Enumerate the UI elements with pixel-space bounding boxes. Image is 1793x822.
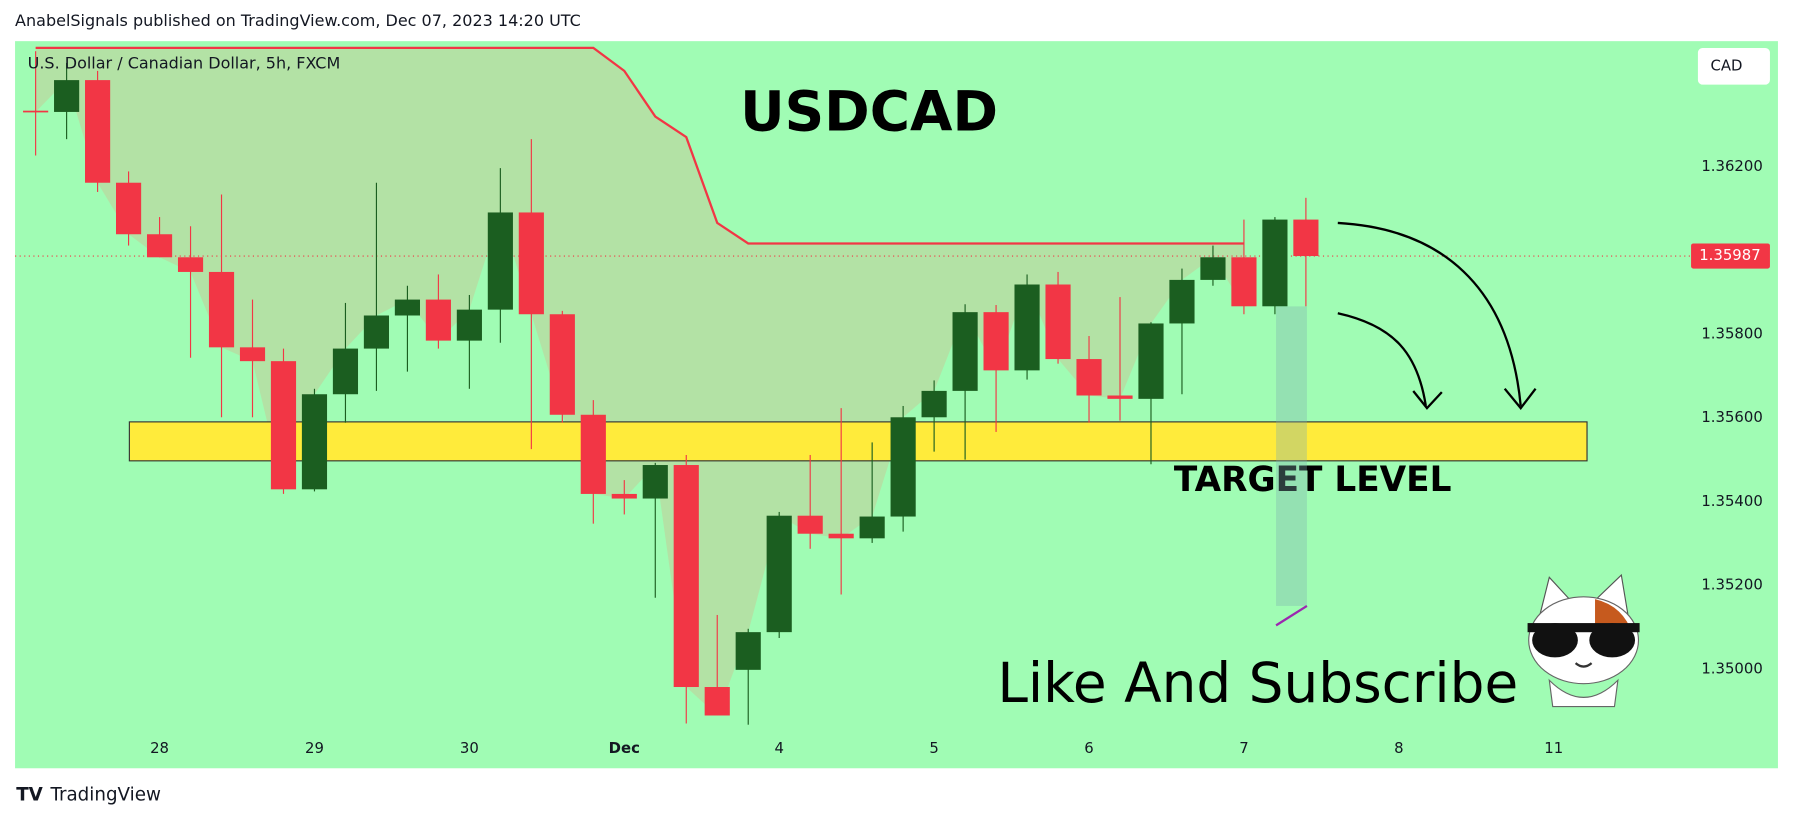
header: AnabelSignals published on TradingView.c… [15,11,581,30]
projection [1276,306,1307,606]
candle-body [394,299,420,316]
x-tick-label: 30 [460,739,479,757]
candle-body [1076,359,1102,396]
candle-body [704,687,730,716]
candle-body [301,394,328,490]
candle-body [1045,284,1071,360]
target-label: TARGET LEVEL [1174,460,1452,500]
candle-body [239,347,266,362]
candle-body [146,234,173,258]
candle-body [673,465,699,688]
arrows [1337,221,1537,410]
candle-body [952,312,978,391]
candle-body [859,516,885,539]
x-tick-label: 28 [150,739,169,757]
candle-body [1169,279,1195,324]
candle-body [1138,323,1164,399]
candle-body [208,271,235,348]
stop-line [35,46,1244,245]
candle-body [983,312,1009,371]
lens [1532,623,1578,658]
y-tick-label: 1.36200 [1701,157,1762,175]
target-zone [128,421,1588,462]
projection-end [1275,604,1308,627]
candle-body [1107,395,1133,399]
cat-sticker [1527,573,1640,708]
candle-body [54,80,80,112]
footer-text: TradingView [49,785,161,806]
lens [1589,623,1636,658]
x-tick-label: 4 [774,739,783,757]
y-tick-label: 1.35800 [1701,324,1762,342]
symbol-label: U.S. Dollar / Canadian Dollar, 5h, FXCM [28,54,341,73]
candle-body [23,110,49,113]
body [1548,678,1619,708]
candle-body [549,314,575,415]
candle-body [456,309,482,341]
candle-body [1014,284,1040,371]
x-tick-label: 11 [1544,739,1563,757]
candle-body [1262,219,1288,307]
arrowhead [1503,387,1537,410]
chart-title: USDCAD [740,80,998,144]
currency-box [1697,48,1770,85]
candle-body [487,212,513,310]
arrow [1337,221,1522,406]
y-tick-label: 1.35000 [1701,659,1762,677]
y-tick-label: 1.35400 [1701,492,1762,510]
candle-body [828,533,854,539]
candle-body [1200,257,1226,280]
last-price-label: 1.35987 [1699,246,1760,264]
last-price-box [1691,243,1770,269]
indicator-area [35,47,1244,716]
candle-body [735,632,761,670]
arrow [1337,312,1427,407]
logo: TV [16,785,43,806]
x-tick-label: Dec [609,739,640,757]
x-tick-label: 6 [1084,739,1093,757]
candle-body [921,390,947,418]
mouth [1574,662,1593,668]
candle-body [363,315,390,349]
candle-body [1293,219,1319,257]
footer: TV TradingView [16,785,161,806]
y-tick-label: 1.35600 [1701,408,1762,426]
arrowhead [1412,390,1443,410]
cta-label: Like And Subscribe [997,651,1518,715]
candle-body [270,361,297,490]
x-tick-label: 29 [305,739,324,757]
candle-body [116,182,142,235]
candle-body [797,515,823,534]
candle-body [177,257,204,272]
candle-body [642,465,668,499]
candle-body [1231,257,1257,307]
currency-label: CAD [1711,56,1743,74]
x-tick-label: 5 [929,739,938,757]
candle-body [425,299,451,341]
candle-body [580,414,606,494]
y-tick-label: 1.35200 [1701,576,1762,594]
candle-body [85,80,111,183]
candle-body [890,417,916,517]
candle-body [332,348,359,395]
candle-body [611,493,637,499]
glasses [1527,623,1640,633]
candle-body [766,515,792,633]
candle-body [518,212,544,315]
x-tick-label: 7 [1239,739,1248,757]
x-tick-label: 8 [1394,739,1403,757]
